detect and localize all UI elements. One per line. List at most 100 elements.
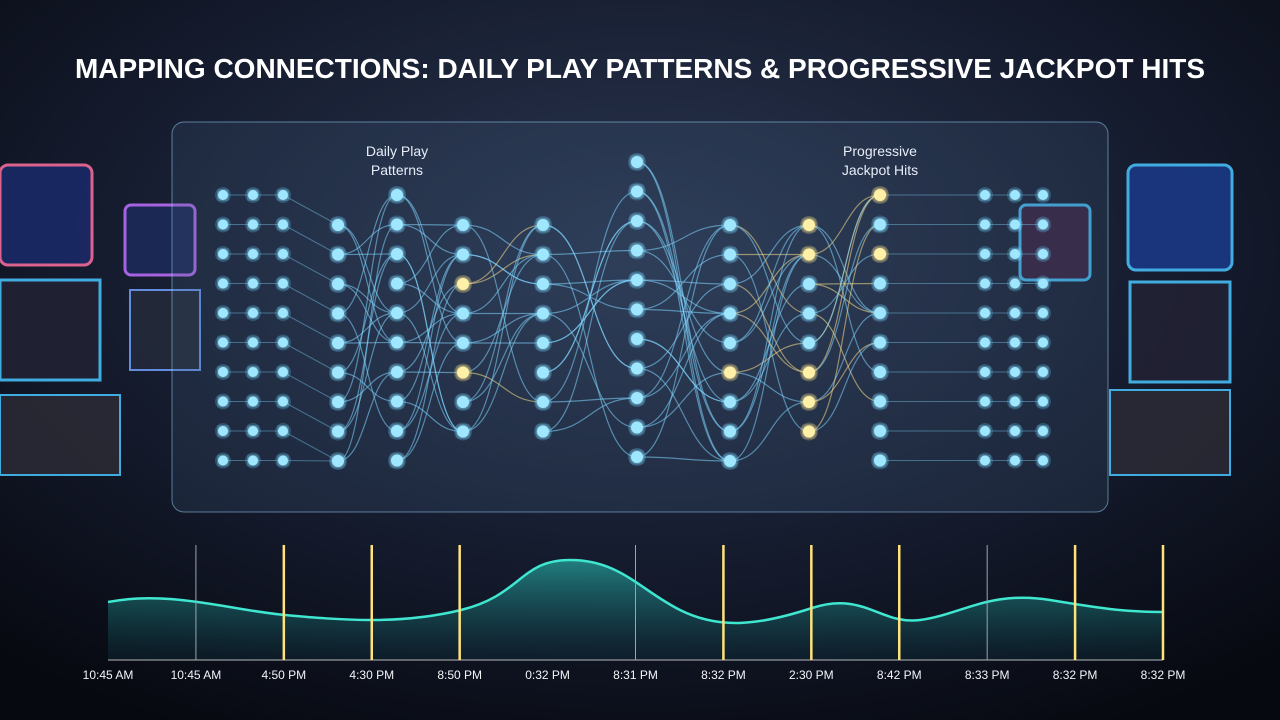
node [1038,396,1048,407]
left-label: Daily Play [366,143,428,159]
left-label: Patterns [371,162,423,178]
connection [729,371,810,403]
slot-machine-left [0,163,201,476]
node [391,307,403,319]
node [631,333,643,345]
node [1010,367,1020,377]
node [1038,426,1048,436]
connection [542,190,638,403]
connection [542,249,638,256]
node [391,248,403,260]
node [1010,190,1020,200]
connection [729,224,810,344]
node [874,248,886,260]
connection [636,224,731,458]
connection [396,282,464,315]
node [874,336,886,349]
node [803,337,815,349]
node [332,248,344,261]
node [724,337,736,349]
node [803,278,815,290]
connection [462,224,544,433]
connection [337,312,398,433]
connection [282,194,339,226]
node [803,425,815,438]
node [248,455,258,466]
node [278,219,288,230]
node [218,396,228,407]
connection [729,253,810,433]
wave-line [107,558,1164,625]
connection [396,253,464,432]
node [631,303,643,316]
time-label: 8:33 PM [965,668,1010,682]
node [332,425,344,438]
node [631,392,643,404]
connection [337,223,398,256]
node [537,219,549,231]
node [724,396,736,408]
connection [462,371,544,403]
connection [636,224,731,252]
connection [337,253,398,374]
time-label: 2:30 PM [789,668,834,682]
node [457,307,469,320]
node [391,336,403,349]
node [278,249,288,259]
connection [337,224,398,344]
node [457,219,469,231]
node [724,219,736,231]
node [1010,455,1020,466]
node [332,396,344,408]
node [631,185,643,198]
connection [396,400,464,433]
connection [808,341,881,403]
connection [462,224,544,256]
time-label: 8:50 PM [437,668,482,682]
node [278,426,288,436]
connection [282,460,339,462]
node [724,425,736,438]
connection [636,253,731,311]
node [1038,455,1048,466]
connection [808,223,881,374]
node [1038,367,1048,377]
node [980,219,990,230]
node [218,308,228,318]
title: MAPPING CONNECTIONS: DAILY PLAY PATTERNS… [75,53,1205,84]
right-label: Progressive [843,143,917,159]
connection [636,312,731,399]
node [1010,337,1020,348]
node [1038,308,1048,318]
time-label: 4:50 PM [261,668,306,682]
node [278,455,288,466]
node [1038,249,1048,259]
connection [396,342,464,462]
connection [808,312,881,403]
connection [729,401,810,462]
node [803,219,815,231]
node [248,308,258,318]
node [537,396,549,408]
node [980,396,990,407]
connection [542,253,638,458]
connection [542,312,638,429]
connection [462,224,544,285]
connection [729,253,810,462]
node [631,156,643,168]
time-label: 10:45 AM [171,668,222,682]
node [248,426,258,436]
node [537,425,549,438]
node [332,278,344,290]
node [218,367,228,377]
node [391,454,403,467]
node [874,395,886,408]
connection [282,312,339,344]
time-label: 8:32 PM [1053,668,1098,682]
connection [636,279,731,315]
network [215,153,1051,470]
connection [282,371,339,403]
node [248,249,258,259]
node [248,219,258,230]
